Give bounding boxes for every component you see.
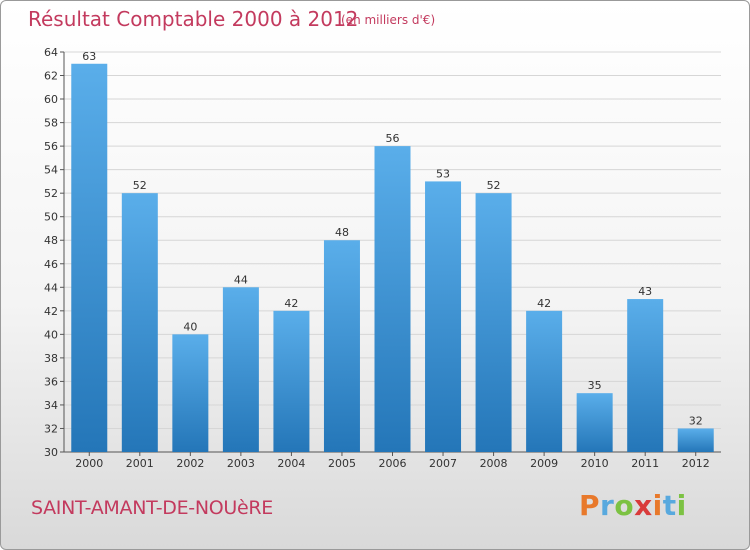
- x-tick-label: 2005: [328, 457, 356, 470]
- y-tick-label: 60: [44, 93, 58, 106]
- value-label: 40: [183, 320, 197, 333]
- commune-name: SAINT-AMANT-DE-NOUèRE: [31, 497, 274, 519]
- bar-2007: [425, 181, 462, 453]
- y-tick-label: 56: [44, 140, 58, 153]
- bar-2002: [172, 334, 209, 452]
- x-tick-label: 2006: [379, 457, 407, 470]
- logo-letter: P: [579, 489, 601, 522]
- x-tick-label: 2004: [277, 457, 305, 470]
- value-label: 42: [284, 297, 298, 310]
- y-tick-label: 48: [44, 234, 58, 247]
- proxiti-logo: Proxiti: [579, 489, 687, 522]
- value-label: 56: [386, 132, 400, 145]
- bar-2000: [71, 63, 108, 452]
- bars: [71, 63, 714, 453]
- value-label: 43: [638, 285, 652, 298]
- x-tick-label: 2010: [581, 457, 609, 470]
- bar-2009: [526, 310, 563, 452]
- x-tick-label: 2000: [75, 457, 103, 470]
- chart-subtitle: (en milliers d'€): [341, 13, 436, 27]
- x-tick-label: 2011: [631, 457, 659, 470]
- y-tick-label: 58: [44, 117, 58, 130]
- y-tick-label: 32: [44, 422, 58, 435]
- logo-letter: x: [634, 489, 653, 522]
- y-tick-label: 40: [44, 328, 58, 341]
- x-tick-label: 2008: [480, 457, 508, 470]
- bar-2008: [475, 193, 512, 453]
- value-label: 52: [133, 179, 147, 192]
- y-tick-label: 64: [44, 46, 58, 59]
- y-tick-label: 52: [44, 187, 58, 200]
- y-tick-label: 62: [44, 70, 58, 83]
- bar-2003: [222, 287, 259, 452]
- logo-letter: i: [676, 489, 687, 522]
- x-tick-label: 2001: [126, 457, 154, 470]
- bar-2006: [374, 146, 411, 452]
- logo-letter: r: [600, 489, 615, 522]
- value-label: 32: [689, 414, 703, 427]
- y-tick-label: 46: [44, 258, 58, 271]
- x-tick-label: 2003: [227, 457, 255, 470]
- bar-2001: [121, 193, 158, 453]
- value-labels: 63 52 40 44 42 48 56 53 52 42 35 43 32: [82, 50, 702, 428]
- value-label: 52: [487, 179, 501, 192]
- x-tick-label: 2002: [176, 457, 204, 470]
- value-label: 35: [588, 379, 602, 392]
- x-tick-label: 2012: [682, 457, 710, 470]
- value-label: 42: [537, 297, 551, 310]
- y-tick-label: 30: [44, 446, 58, 459]
- y-tick-label: 50: [44, 211, 58, 224]
- bar-2005: [323, 240, 360, 452]
- logo-letter: i: [652, 489, 663, 522]
- y-tick-label: 36: [44, 375, 58, 388]
- logo-letter: t: [662, 489, 677, 522]
- y-tick-labels: 30 32 34 36 38 40 42 44 46 48 50 52 54 56 58 60 62 64: [44, 46, 58, 459]
- bar-2012: [677, 428, 714, 452]
- x-tick-label: 2009: [530, 457, 558, 470]
- x-tick-labels: 2000 2001 2002 2003 2004 2005 2006 2007 2008 2009…: [75, 457, 709, 470]
- logo-letter: o: [614, 489, 635, 522]
- bar-2010: [576, 393, 613, 452]
- y-tick-label: 34: [44, 399, 58, 412]
- x-tick-label: 2007: [429, 457, 457, 470]
- bar-2004: [273, 310, 310, 452]
- y-tick-label: 42: [44, 305, 58, 318]
- y-tick-label: 38: [44, 352, 58, 365]
- value-label: 48: [335, 226, 349, 239]
- value-label: 44: [234, 273, 248, 286]
- value-label: 63: [82, 50, 96, 63]
- y-tick-label: 54: [44, 164, 58, 177]
- bar-2011: [627, 299, 664, 452]
- value-label: 53: [436, 167, 450, 180]
- chart-title: Résultat Comptable 2000 à 2012: [28, 7, 359, 31]
- y-tick-label: 44: [44, 281, 58, 294]
